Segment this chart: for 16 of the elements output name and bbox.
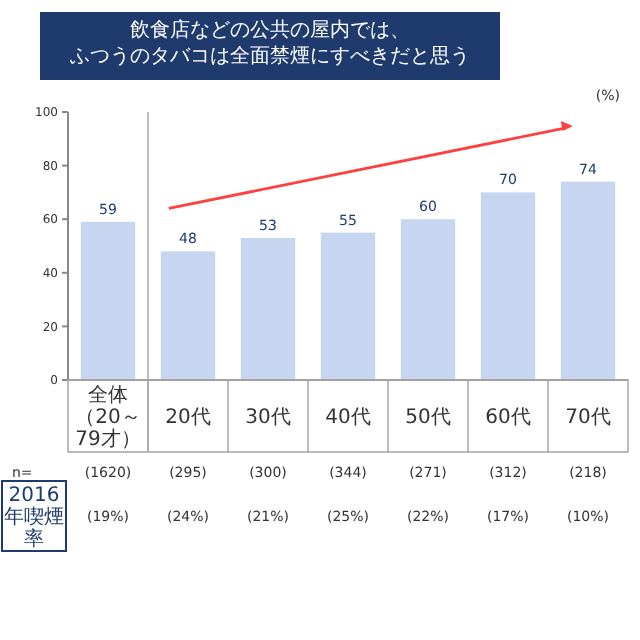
bar — [320, 232, 376, 380]
x-tick-label: 60代 — [485, 407, 531, 429]
bar — [480, 192, 536, 380]
text: 2016年喫煙率 — [4, 485, 64, 551]
bar — [400, 219, 456, 380]
bar — [240, 237, 296, 380]
x-tick-label: 40代 — [325, 407, 371, 429]
bar — [560, 181, 616, 380]
x-tick-label: 全体（20～79才） — [75, 383, 141, 451]
chart-title: 飲食店などの公共の屋内では、ふつうのタバコは全面禁煙にすべきだと思う — [68, 18, 470, 68]
x-tick-label: 30代 — [245, 407, 291, 429]
x-tick-label: 50代 — [405, 407, 451, 429]
x-tick-label: 20代 — [165, 407, 211, 429]
x-tick-label: 70代 — [565, 407, 611, 429]
bar — [80, 221, 136, 380]
bar — [160, 251, 216, 380]
